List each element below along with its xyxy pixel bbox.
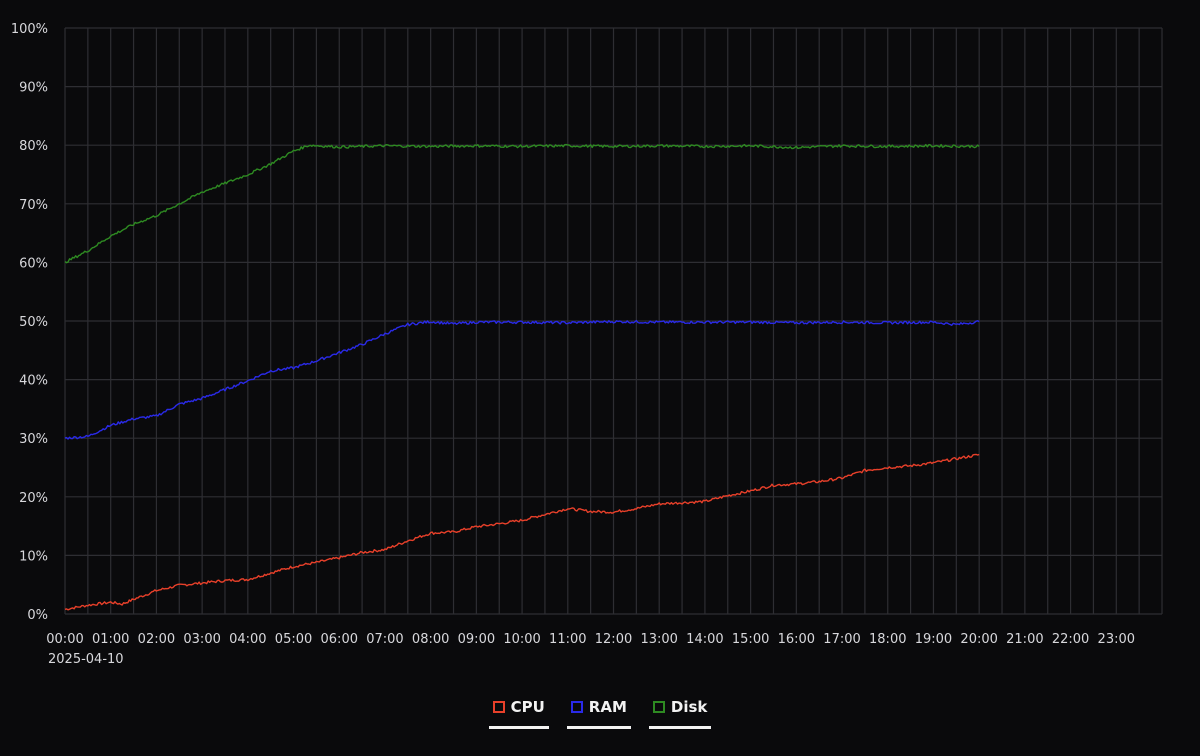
series-lines	[64, 143, 980, 611]
y-tick-label: 0%	[27, 608, 48, 623]
grid	[64, 27, 1163, 615]
x-tick-label: 20:00	[960, 632, 997, 647]
x-tick-label: 18:00	[869, 632, 906, 647]
series-line-disk	[64, 143, 980, 264]
legend-swatch	[652, 701, 665, 713]
x-tick-label: 06:00	[321, 632, 358, 647]
x-tick-label: 04:00	[229, 632, 266, 647]
series-line-ram	[64, 319, 980, 440]
x-tick-label: 01:00	[92, 632, 129, 647]
x-tick-label: 14:00	[686, 632, 723, 647]
legend-swatch	[570, 701, 583, 713]
x-tick-label: 19:00	[915, 632, 952, 647]
x-tick-label: 12:00	[595, 632, 632, 647]
x-tick-label: 05:00	[275, 632, 312, 647]
x-tick-label: 07:00	[366, 632, 403, 647]
y-tick-label: 80%	[19, 139, 48, 154]
x-tick-label: 15:00	[732, 632, 769, 647]
y-tick-label: 70%	[19, 198, 48, 213]
x-tick-label: 03:00	[183, 632, 220, 647]
x-tick-label: 17:00	[823, 632, 860, 647]
y-tick-label: 40%	[19, 374, 48, 389]
x-tick-label: 02:00	[138, 632, 175, 647]
legend-item-disk[interactable]: Disk	[648, 694, 712, 729]
y-tick-label: 90%	[19, 81, 48, 96]
y-tick-label: 10%	[19, 549, 48, 564]
date-label: 2025-04-10	[48, 652, 124, 667]
axes: 0% 10% 20% 30% 40% 50% 60% 70% 80% 90% 100% 00:00 01…	[11, 22, 1135, 667]
legend: CPU RAM Disk	[0, 694, 1200, 729]
x-tick-label: 13:00	[640, 632, 677, 647]
chart-plot: 0% 10% 20% 30% 40% 50% 60% 70% 80% 90% 100% 00:00 01…	[11, 22, 1163, 667]
x-tick-label: 10:00	[503, 632, 540, 647]
x-tick-label: 23:00	[1098, 632, 1135, 647]
legend-label: Disk	[670, 698, 708, 716]
x-tick-label: 00:00	[46, 632, 83, 647]
y-tick-label: 100%	[11, 22, 48, 37]
y-tick-label: 60%	[19, 256, 48, 271]
legend-label: RAM	[588, 698, 627, 716]
x-tick-label: 08:00	[412, 632, 449, 647]
legend-item-ram[interactable]: RAM	[566, 694, 631, 729]
legend-label: CPU	[510, 698, 545, 716]
x-tick-label: 22:00	[1052, 632, 1089, 647]
legend-swatch	[492, 701, 505, 713]
y-tick-label: 50%	[19, 315, 48, 330]
x-tick-label: 09:00	[458, 632, 495, 647]
y-tick-label: 30%	[19, 432, 48, 447]
x-tick-label: 16:00	[778, 632, 815, 647]
x-tick-label: 11:00	[549, 632, 586, 647]
series-line-cpu	[64, 453, 980, 611]
y-tick-label: 20%	[19, 491, 48, 506]
x-tick-label: 21:00	[1006, 632, 1043, 647]
legend-item-cpu[interactable]: CPU	[488, 694, 549, 729]
